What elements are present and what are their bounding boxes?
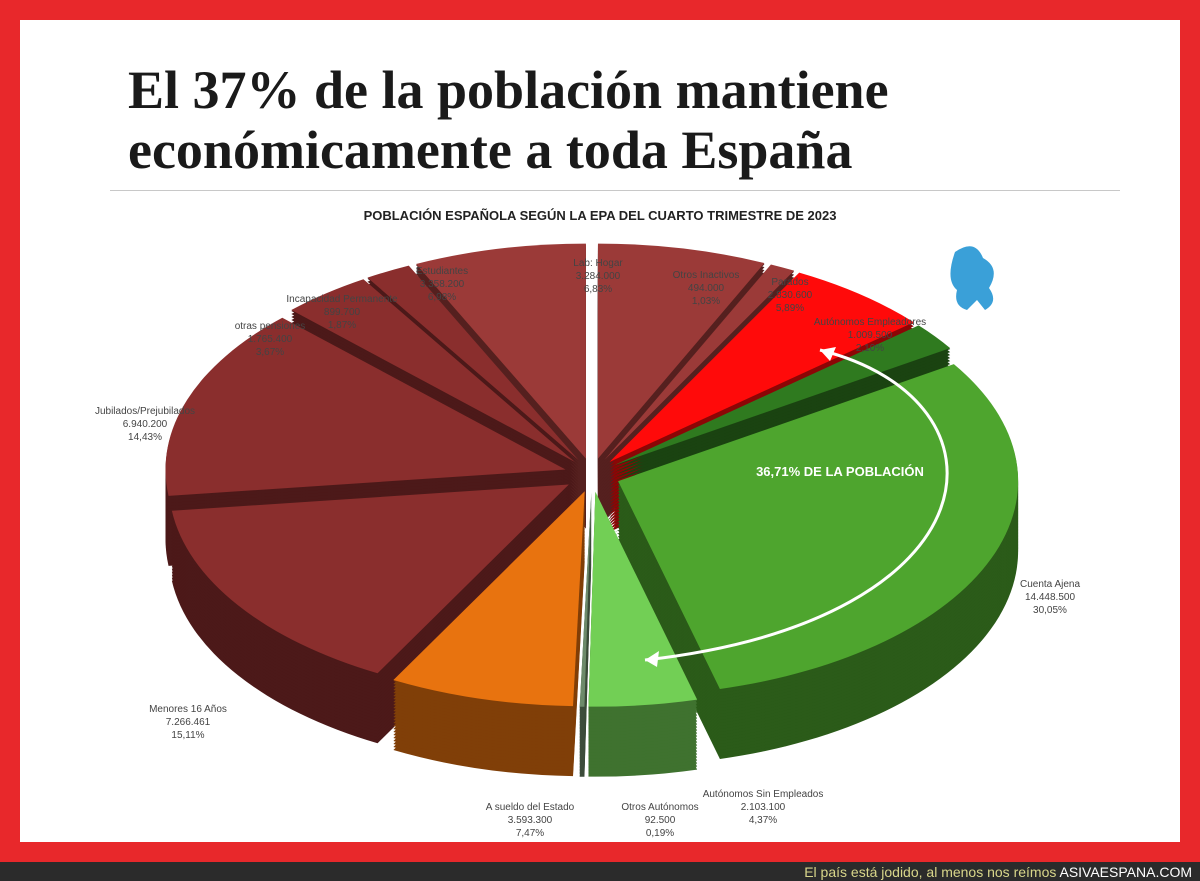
slice-label-parados: Parados 2.830.600 5,89% bbox=[767, 277, 813, 314]
slice-label-autonomos-sin-empleados: Autónomos Sin Empleados 2.103.100 4,37% bbox=[702, 789, 824, 826]
chart-title: POBLACIÓN ESPAÑOLA SEGÚN LA EPA DEL CUAR… bbox=[363, 208, 837, 223]
slice-top bbox=[165, 317, 566, 496]
pie-slice-otros-aut-nomos bbox=[579, 491, 592, 777]
pie-slice-cuenta-ajena bbox=[618, 364, 1019, 759]
footer-text: El país está jodido, al menos nos reímos bbox=[804, 864, 1057, 880]
footer-brand-link[interactable]: ASIVAESPANA.COM bbox=[1059, 864, 1192, 880]
slice-label-autonomos-empleadores: Autónomos Empleadores 1.009.500 2,10% bbox=[813, 317, 927, 354]
pie-slice-a-sueldo-del-estado bbox=[393, 491, 585, 777]
slice-label-menores-16: Menores 16 Años 7.266.461 15,11% bbox=[149, 704, 227, 741]
pie-slice-aut-nomos-sin-empleados bbox=[588, 491, 698, 777]
slice-label-incapacidad: Incapacidad Permanente 899.700 1,87% bbox=[286, 294, 398, 331]
slice-top bbox=[604, 264, 795, 460]
bracket-arrow bbox=[644, 348, 949, 662]
page-title: El 37% de la población mantiene económic… bbox=[128, 60, 889, 180]
slice-label-estudiantes: Estudiantes 3.358.200 6,98% bbox=[415, 266, 469, 303]
slice-label-otros-inactivos: Otros Inactivos 494.000 1,03% bbox=[672, 270, 740, 307]
pie-chart bbox=[165, 243, 1019, 777]
griffin-logo-icon bbox=[950, 246, 994, 310]
slice-top bbox=[597, 243, 765, 459]
slice-label-otros-autonomos: Otros Autónomos 92.500 0,19% bbox=[621, 802, 699, 839]
pie-slice-menores-16-a-os bbox=[171, 484, 569, 744]
arrow-head-top bbox=[820, 347, 836, 361]
chart-frame: El 37% de la población mantiene económic… bbox=[20, 20, 1180, 842]
slice-top bbox=[614, 325, 951, 465]
slice-label-otras-pensiones: otras pensiones 1.765.400 3,67% bbox=[234, 321, 306, 358]
slice-top bbox=[291, 279, 575, 462]
slice-label-jubilados: Jubilados/Prejubilados 6.940.200 14,43% bbox=[94, 406, 196, 443]
slice-top bbox=[367, 265, 579, 461]
slice-label-lab-hogar: Lab: Hogar 3.284.000 6,83% bbox=[573, 258, 623, 295]
slice-label-cuenta-ajena: Cuenta Ajena 14.448.500 30,05% bbox=[1019, 579, 1081, 616]
slice-top bbox=[393, 491, 585, 707]
callout-text: 36,71% DE LA POBLACIÓN bbox=[756, 464, 924, 479]
slice-top bbox=[171, 484, 569, 674]
slice-label-a-sueldo-del-estado: A sueldo del Estado 3.593.300 7,47% bbox=[485, 802, 575, 839]
divider bbox=[110, 190, 1120, 191]
footer-bar: El país está jodido, al menos nos reímos… bbox=[0, 862, 1200, 881]
slice-top bbox=[618, 364, 1019, 689]
slice-top bbox=[416, 243, 586, 459]
slice-top bbox=[609, 272, 914, 462]
slice-top bbox=[579, 491, 592, 707]
slice-top bbox=[588, 491, 698, 707]
arrow-head-bottom bbox=[645, 651, 659, 667]
